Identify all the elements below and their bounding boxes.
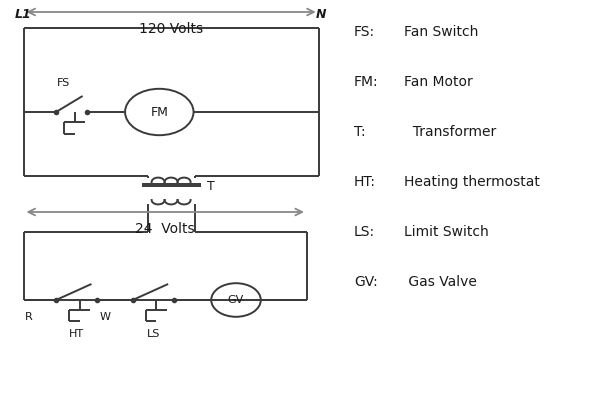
Text: N: N	[316, 8, 326, 20]
Text: Gas Valve: Gas Valve	[404, 275, 477, 289]
Text: T: T	[206, 180, 214, 192]
Text: W: W	[100, 312, 111, 322]
Text: LS: LS	[147, 329, 160, 339]
Text: FS:: FS:	[354, 25, 375, 39]
Text: Limit Switch: Limit Switch	[404, 225, 489, 239]
Text: FM:: FM:	[354, 75, 379, 89]
Text: Fan Switch: Fan Switch	[404, 25, 478, 39]
Text: 120 Volts: 120 Volts	[139, 22, 203, 36]
Text: GV:: GV:	[354, 275, 378, 289]
Text: GV: GV	[228, 295, 244, 305]
Text: LS:: LS:	[354, 225, 375, 239]
Text: FS: FS	[57, 78, 70, 88]
Text: R: R	[25, 312, 32, 322]
Text: L1: L1	[15, 8, 31, 20]
Text: HT:: HT:	[354, 175, 376, 189]
Text: T:: T:	[354, 125, 366, 139]
Text: FM: FM	[150, 106, 168, 118]
Text: HT: HT	[69, 329, 84, 339]
Text: Fan Motor: Fan Motor	[404, 75, 473, 89]
Text: Heating thermostat: Heating thermostat	[404, 175, 540, 189]
Text: Transformer: Transformer	[404, 125, 496, 139]
Text: 24  Volts: 24 Volts	[135, 222, 195, 236]
